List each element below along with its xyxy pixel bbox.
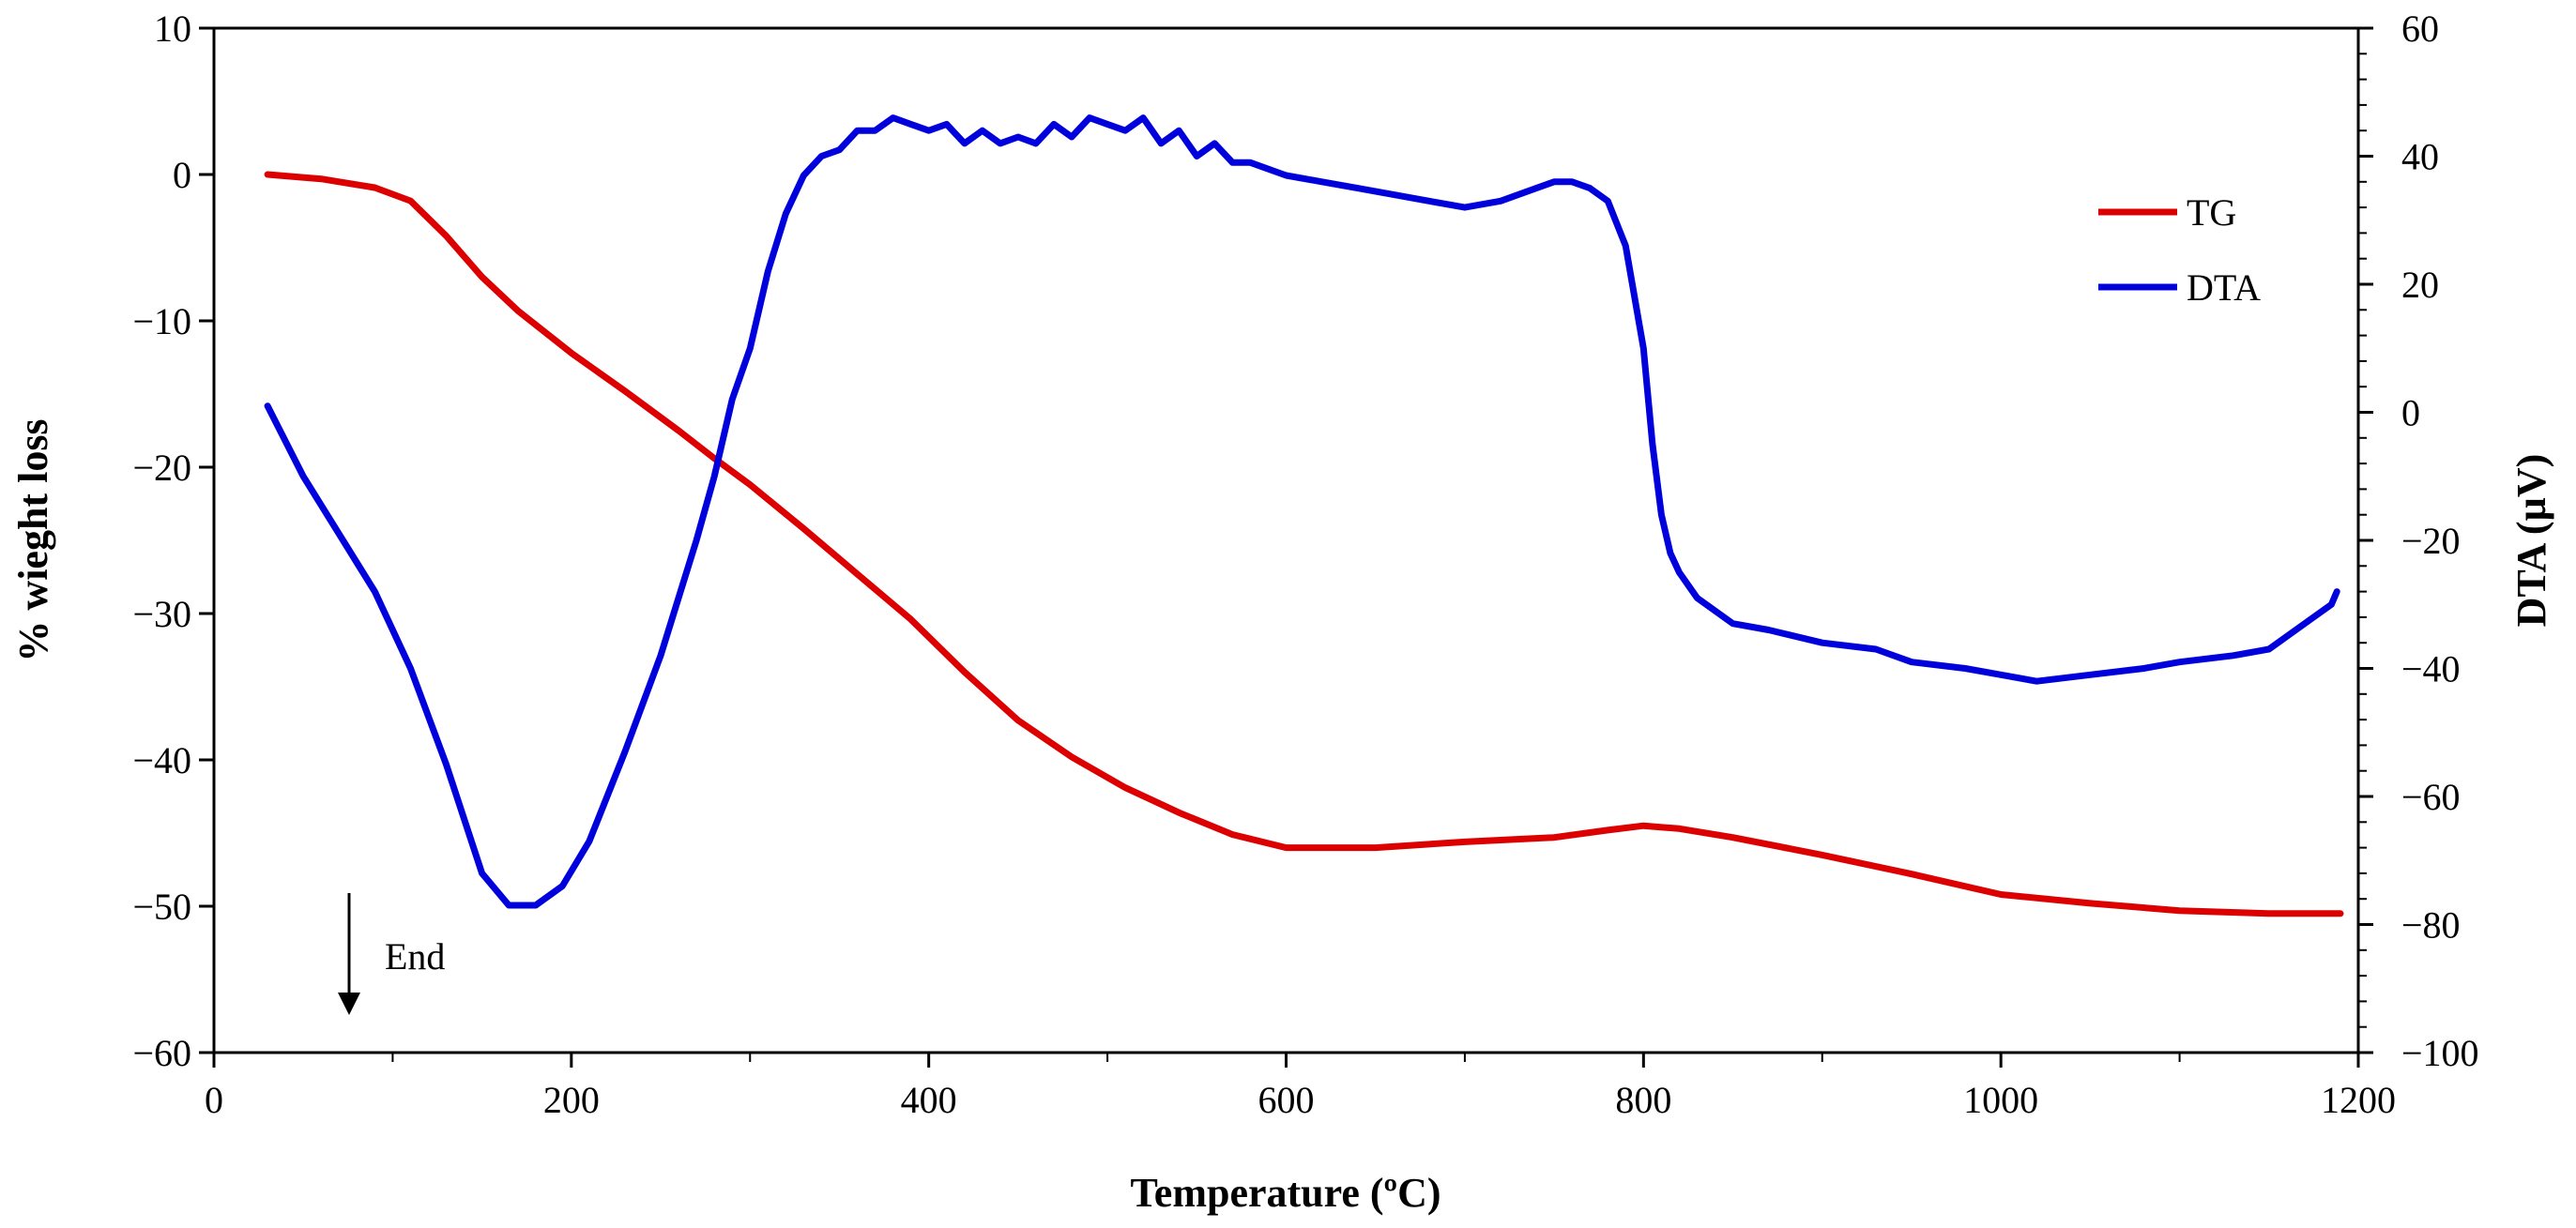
y-right-axis-ticks: −100 −80 −60 −40 −20 0 20 40 60 xyxy=(2358,8,2479,1074)
x-axis-title: Temperature (ºC) xyxy=(1130,1170,1440,1216)
x-tick-label: 400 xyxy=(901,1079,957,1121)
y-left-tick-label: −40 xyxy=(132,739,191,781)
series-line-tg xyxy=(264,171,2344,917)
y-right-tick-label: −40 xyxy=(2401,648,2461,690)
y-left-axis-title: % wieght loss xyxy=(10,418,56,661)
series-layer xyxy=(264,114,2344,917)
series-line-dta xyxy=(264,114,2340,909)
y-right-tick-label: 60 xyxy=(2401,8,2439,50)
y-right-tick-label: −100 xyxy=(2401,1032,2479,1074)
y-right-tick-label: −20 xyxy=(2401,520,2461,562)
y-left-tick-label: −10 xyxy=(132,300,191,342)
x-tick-label: 800 xyxy=(1615,1079,1671,1121)
y-left-tick-label: 0 xyxy=(173,154,191,196)
y-left-tick-label: −50 xyxy=(132,886,191,928)
x-tick-label: 1200 xyxy=(2321,1079,2396,1121)
legend: TG DTA xyxy=(2098,191,2261,309)
y-right-tick-label: 40 xyxy=(2401,136,2439,178)
y-left-tick-label: −60 xyxy=(132,1032,191,1074)
legend-label-tg: TG xyxy=(2187,191,2236,234)
x-tick-label: 200 xyxy=(543,1079,600,1121)
x-tick-label: 0 xyxy=(205,1079,223,1121)
x-axis-ticks: 0 200 400 600 800 1000 1200 xyxy=(205,1053,2396,1121)
y-right-tick-label: −60 xyxy=(2401,776,2461,818)
y-right-tick-label: 20 xyxy=(2401,264,2439,306)
y-left-tick-label: −20 xyxy=(132,447,191,489)
y-left-tick-label: 10 xyxy=(154,8,191,50)
y-left-tick-label: −30 xyxy=(132,593,191,635)
end-annotation-label: End xyxy=(385,935,445,978)
y-left-axis-ticks: −60 −50 −40 −30 −20 −10 0 10 xyxy=(132,8,214,1074)
annotations: End xyxy=(338,893,445,1015)
x-tick-label: 600 xyxy=(1258,1079,1315,1121)
y-right-tick-label: −80 xyxy=(2401,904,2461,947)
end-arrow-head xyxy=(338,993,360,1015)
legend-label-dta: DTA xyxy=(2187,266,2261,309)
y-right-tick-label: 0 xyxy=(2401,392,2420,434)
y-right-axis-title: DTA (µV) xyxy=(2508,454,2554,628)
x-tick-label: 1000 xyxy=(1963,1079,2038,1121)
